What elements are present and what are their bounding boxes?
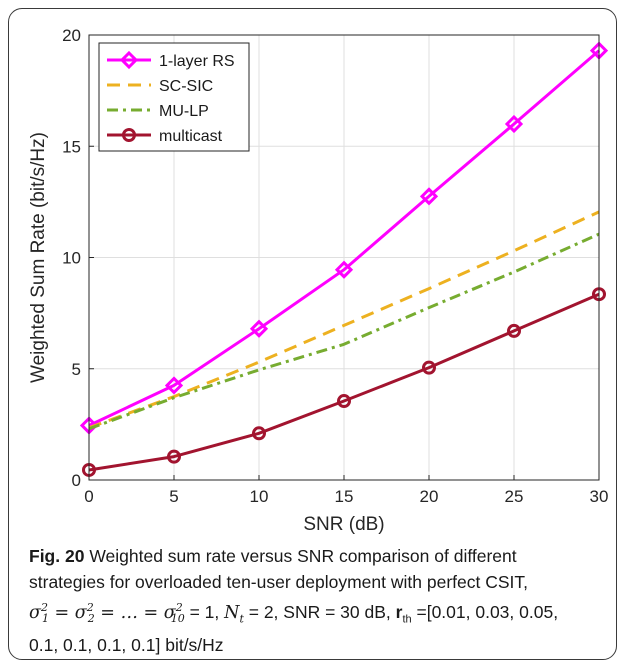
caption-r-subscript: th: [402, 613, 412, 626]
series-line-multicast: [88, 292, 600, 472]
y-axis-label: Weighted Sum Rate (bit/s/Hz): [28, 132, 49, 383]
caption-line-1-text: Weighted sum rate versus SNR comparison …: [89, 546, 517, 566]
legend-label-mu-lp: MU-LP: [159, 103, 209, 120]
legend-label-1-layer-rs: 1-layer RS: [159, 53, 235, 70]
x-axis-label: SNR (dB): [303, 514, 384, 535]
y-tick-label: 15: [62, 137, 81, 156]
caption-sigma-equation: σ21 = σ22 = … = σ210: [29, 601, 185, 626]
caption-figure-label: Fig. 20: [29, 546, 85, 566]
caption-line-3-rest: = 2, SNR = 30 dB,: [243, 601, 396, 622]
data-point-multicast: [252, 426, 266, 441]
data-point-multicast: [337, 394, 351, 409]
x-tick-label: 30: [590, 487, 609, 506]
caption-nt-subscript: t: [239, 612, 244, 626]
x-tick-label: 20: [420, 487, 439, 506]
y-tick-label: 10: [62, 249, 81, 268]
series-line-1-layer-rs: [88, 49, 600, 427]
legend-label-sc-sic: SC-SIC: [159, 78, 213, 95]
data-point-1-layer-rs: [164, 376, 184, 395]
ticks: 0 5 10 15 20 25 30 0 5 10 15 20: [62, 26, 608, 506]
legend-label-multicast: multicast: [159, 128, 223, 145]
y-tick-label: 20: [62, 26, 81, 45]
data-point-multicast: [507, 323, 521, 338]
figure-caption: Fig. 20 Weighted sum rate versus SNR com…: [29, 543, 616, 658]
legend-marker-1-layer-rs: [119, 50, 139, 70]
data-point-multicast: [422, 360, 436, 375]
caption-line-3-values: =[0.01, 0.03, 0.05,: [411, 601, 559, 622]
legend: 1-layer RS SC-SIC MU-LP multicast: [98, 42, 250, 152]
caption-line-1: Fig. 20 Weighted sum rate versus SNR com…: [29, 543, 616, 569]
caption-r-symbol: r: [395, 601, 403, 622]
figure-frame: 0 5 10 15 20 25 30 0 5 10 15 20 SNR (dB) Weighted S…: [8, 8, 617, 660]
caption-line-3-mid: = 1,: [189, 601, 225, 622]
y-tick-label: 0: [72, 471, 81, 490]
caption-line-4: 0.1, 0.1, 0.1, 0.1] bit/s/Hz: [29, 635, 224, 656]
x-tick-label: 0: [84, 487, 93, 506]
caption-nt-symbol: N: [224, 602, 240, 623]
series-line-mu-lp: [88, 232, 600, 431]
x-tick-label: 10: [250, 487, 269, 506]
data-point-1-layer-rs: [249, 319, 269, 338]
y-tick-label: 5: [72, 360, 81, 379]
x-tick-label: 15: [335, 487, 354, 506]
data-point-multicast: [167, 449, 181, 464]
data-point-1-layer-rs: [334, 260, 354, 279]
data-point-1-layer-rs: [504, 114, 524, 134]
chart: 0 5 10 15 20 25 30 0 5 10 15 20 SNR (dB) Weighted S…: [28, 26, 609, 535]
series-layer: [79, 41, 609, 477]
caption-line-2: strategies for overloaded ten-user deplo…: [29, 572, 528, 592]
data-point-1-layer-rs: [419, 187, 439, 206]
caption-line-3: σ21 = σ22 = … = σ210 = 1, Nt = 2, SNR = …: [29, 595, 616, 632]
legend-marker-multicast: [122, 128, 136, 142]
x-tick-label: 25: [505, 487, 524, 506]
x-tick-label: 5: [169, 487, 178, 506]
